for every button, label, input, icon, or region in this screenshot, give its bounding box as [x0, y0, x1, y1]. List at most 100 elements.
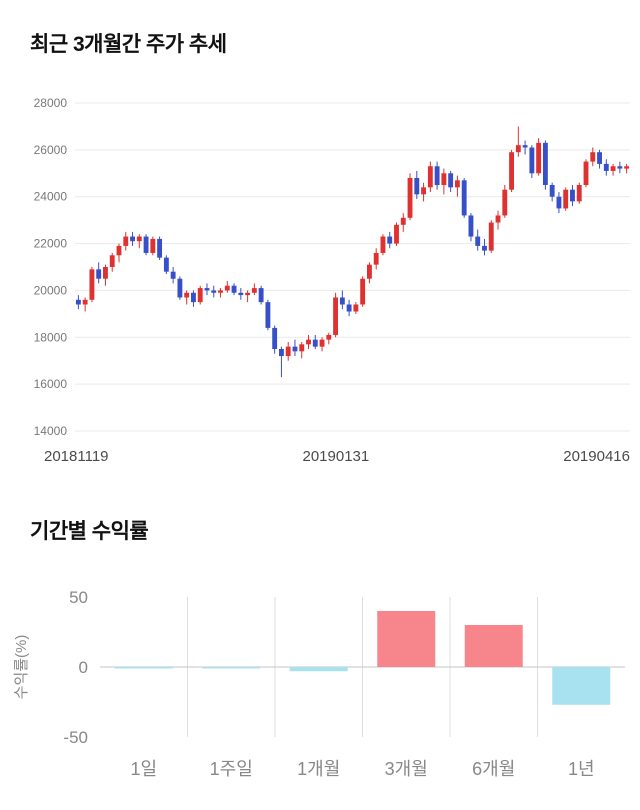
candle-body	[536, 142, 542, 174]
price-chart-title: 최근 3개월간 주가 추세	[30, 33, 227, 56]
y-tick-label: 50	[69, 588, 88, 607]
x-category-label: 1개월	[297, 759, 340, 779]
candle-body	[299, 344, 305, 352]
y-tick-label: 26000	[34, 143, 68, 157]
candle-body	[583, 161, 589, 185]
x-category-label: 1주일	[210, 759, 253, 779]
candle-body	[116, 245, 122, 256]
y-tick-label: 18000	[34, 330, 68, 344]
x-tick-end: 20190416	[563, 448, 630, 465]
candle-body	[218, 290, 223, 293]
candle-body	[509, 152, 514, 190]
x-category-label: 6개월	[472, 759, 515, 779]
y-tick-label: 28000	[34, 96, 68, 110]
return-bar	[552, 667, 611, 705]
price-chart-x-axis: 20181119 20190131 20190416	[0, 442, 640, 465]
candle-body	[123, 236, 129, 246]
candle-body	[387, 236, 393, 244]
candle-body	[251, 288, 257, 293]
candle-body	[407, 177, 413, 218]
y-tick-label: 14000	[34, 424, 68, 438]
candle-body	[502, 189, 508, 216]
candle-body	[197, 288, 203, 303]
candle-body	[434, 166, 440, 185]
candle-body	[454, 180, 460, 188]
candle-body	[312, 339, 318, 347]
candle-body	[177, 278, 183, 298]
candle-body	[461, 180, 467, 216]
returns-chart-title: 기간별 수익률	[30, 520, 149, 543]
x-category-label: 1일	[130, 759, 157, 779]
candle-body	[333, 297, 339, 335]
candle-body	[339, 297, 345, 305]
candle-body	[265, 302, 271, 328]
candle-body	[136, 236, 142, 242]
return-bar	[464, 625, 523, 667]
candle-body	[597, 152, 602, 164]
candle-body	[326, 334, 332, 340]
candle-body	[488, 222, 494, 251]
candle-body	[89, 269, 95, 300]
candle-body	[394, 224, 399, 244]
candle-body	[495, 215, 501, 223]
candle-body	[184, 292, 190, 298]
candle-body	[522, 145, 528, 148]
candle-body	[258, 288, 264, 303]
candle-body	[319, 339, 325, 347]
return-bar	[377, 611, 436, 667]
candle-body	[576, 185, 582, 202]
candle-body	[610, 166, 616, 171]
candle-body	[380, 236, 386, 253]
candle-body	[231, 285, 237, 293]
y-axis-title: 수익률(%)	[13, 635, 30, 700]
candle-body	[150, 238, 156, 253]
candle-body	[556, 196, 562, 209]
candle-body	[448, 173, 454, 188]
candle-body	[549, 185, 555, 197]
candle-body	[427, 166, 433, 188]
candle-body	[468, 215, 474, 237]
candle-body	[163, 257, 169, 272]
candle-body	[366, 264, 372, 279]
candle-body	[75, 299, 81, 305]
return-bar	[114, 667, 173, 669]
candle-body	[204, 288, 210, 291]
candle-body	[272, 327, 278, 349]
candle-body	[224, 285, 230, 291]
candle-body	[441, 173, 447, 185]
candle-body	[238, 292, 244, 296]
candle-body	[130, 236, 135, 242]
candle-body	[590, 152, 596, 162]
candle-body	[624, 166, 630, 169]
candle-body	[603, 163, 609, 171]
candle-body	[482, 245, 487, 251]
candle-body	[211, 290, 217, 293]
candle-body	[285, 346, 291, 357]
candle-body	[157, 238, 163, 258]
y-tick-label: -50	[63, 728, 88, 747]
candle-body	[617, 166, 623, 169]
candle-body	[563, 189, 569, 209]
returns-bar-chart: 50 0 -50 1일 1주일 1개월 3개월 6개월 1년 수익률(%)	[13, 588, 625, 779]
candle-body	[529, 147, 535, 174]
candle-body	[570, 189, 575, 202]
candle-body	[103, 267, 108, 279]
x-category-label: 3개월	[385, 759, 428, 779]
candle-body	[170, 271, 176, 279]
y-tick-label: 20000	[34, 283, 68, 297]
y-tick-label: 22000	[34, 237, 68, 251]
candle-body	[373, 252, 379, 265]
candle-body	[421, 187, 426, 195]
candle-body	[360, 278, 366, 305]
candle-body	[475, 236, 481, 246]
candle-body	[542, 142, 548, 185]
x-category-label: 1년	[568, 759, 595, 779]
candle-body	[279, 349, 284, 357]
y-tick-label: 0	[79, 658, 88, 677]
candle-body	[292, 346, 298, 352]
price-candlestick-chart: 28000 26000 24000 22000 20000 18000 16000 14000	[34, 96, 630, 438]
candle-body	[306, 339, 311, 345]
candle-body	[414, 177, 420, 195]
candle-body	[143, 236, 149, 253]
candle-body	[96, 269, 102, 279]
